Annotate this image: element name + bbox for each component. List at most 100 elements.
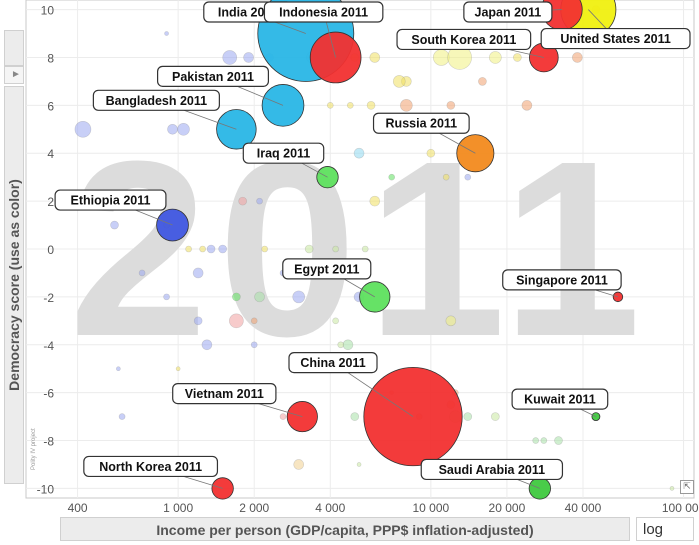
x-tick-label: 2 000 — [239, 501, 269, 515]
background-bubble — [326, 102, 334, 109]
x-ticks: 400 1 000 2 000 4 000 10 000 20 000 40 000 100 … — [68, 501, 699, 515]
background-bubble — [261, 245, 268, 253]
point-label-text: Indonesia 2011 — [279, 6, 368, 20]
background-bubble — [167, 123, 178, 135]
background-bubble — [350, 412, 360, 421]
point-label-box — [282, 258, 372, 280]
point-label-box — [92, 89, 220, 111]
background-bubble — [110, 220, 119, 230]
x-scale-selector[interactable]: log — [636, 517, 694, 541]
background-bubble — [669, 486, 675, 491]
point-label-box — [288, 351, 378, 374]
background-bubble — [521, 100, 533, 111]
background-bubble — [254, 291, 265, 303]
background-bubble — [332, 245, 339, 253]
x-tick-label: 40 000 — [565, 501, 602, 515]
background-bubble — [74, 120, 92, 138]
background-bubble — [342, 339, 354, 351]
x-axis-selector[interactable]: Income per person (GDP/capita, PPP$ infl… — [60, 517, 630, 541]
country-bubble — [286, 401, 318, 433]
point-label-text: Japan 2011 — [475, 6, 542, 20]
background-bubble — [256, 197, 263, 205]
point-label-text: India 2011 — [218, 6, 278, 20]
point-label-box — [511, 388, 609, 410]
background-bubble — [361, 245, 369, 253]
y-tick-label: -4 — [43, 339, 54, 353]
background-bubble — [279, 413, 287, 420]
y-tick-label: 4 — [47, 147, 54, 161]
y-scale-dropdown-arrow[interactable]: ► — [4, 66, 24, 84]
background-bubble — [369, 52, 381, 63]
y-scale-toggle[interactable]: lin — [4, 30, 27, 83]
x-axis-label: Income per person (GDP/capita, PPP$ infl… — [156, 522, 534, 538]
background-bubble — [463, 412, 473, 421]
background-bubble — [442, 173, 450, 181]
background-bubble — [238, 196, 247, 206]
background-bubble — [464, 173, 472, 181]
background-bubble — [346, 102, 354, 109]
point-label-box — [502, 269, 622, 291]
background-bubble — [489, 51, 502, 64]
point-label-box — [157, 65, 270, 87]
background-bubble — [232, 292, 241, 302]
background-bubble — [478, 77, 487, 86]
y-tick-label: -10 — [37, 482, 55, 496]
expand-icon[interactable]: ⇱ — [680, 480, 694, 494]
point-label-text: China 2011 — [300, 356, 365, 370]
point-label-text: Ethiopia 2011 — [71, 194, 151, 208]
point-label-box — [372, 112, 470, 134]
background-bubble — [356, 462, 362, 467]
background-bubble — [532, 437, 540, 444]
y-tick-label: 2 — [47, 195, 54, 209]
point-label-text: Saudi Arabia 2011 — [439, 463, 546, 477]
point-label-box — [242, 142, 325, 164]
background-bubble — [353, 147, 365, 159]
point-label-box — [54, 189, 167, 211]
x-scale-label: log — [643, 521, 664, 538]
y-tick-label: 0 — [47, 243, 54, 257]
y-tick-label: 10 — [41, 4, 55, 18]
background-bubble — [163, 293, 170, 301]
background-bubble — [229, 313, 244, 329]
point-label-text: North Korea 2011 — [99, 460, 202, 474]
x-tick-label: 100 000 — [662, 501, 699, 515]
y-axis-label: Democracy score (use as color) — [6, 179, 22, 391]
point-label-text: United States 2011 — [560, 32, 671, 46]
x-tick-label: 10 000 — [412, 501, 449, 515]
point-label-box — [420, 458, 564, 481]
point-labels: India 2011 Indonesia 2011 Japan 2011 South … — [54, 1, 691, 481]
point-label-text: Pakistan 2011 — [172, 70, 254, 84]
background-bubble — [164, 31, 169, 36]
background-bubble — [222, 50, 238, 65]
x-tick-label: 400 — [68, 501, 88, 515]
background-bubble — [304, 244, 314, 254]
source-text: Polity IV project — [31, 428, 37, 470]
background-bubble — [175, 366, 181, 372]
chevron-right-icon: ► — [11, 69, 21, 80]
background-bubble — [491, 412, 500, 421]
y-tick-label: -8 — [43, 435, 54, 449]
point-label-box — [463, 1, 553, 23]
point-label-box — [396, 28, 532, 51]
point-label-box — [172, 382, 277, 405]
background-bubble — [193, 316, 203, 326]
x-tick-label: 4 000 — [315, 501, 345, 515]
background-bubble — [332, 317, 339, 325]
background-bubble — [243, 52, 254, 63]
background-bubble — [433, 49, 450, 66]
background-bubble — [445, 315, 457, 327]
point-label-text: Egypt 2011 — [294, 262, 359, 276]
background-bubble — [116, 366, 121, 372]
y-axis-selector[interactable] — [4, 86, 24, 484]
background-bubble — [388, 173, 395, 181]
background-bubble — [138, 269, 146, 277]
point-label-text: Vietnam 2011 — [185, 387, 264, 401]
point-label-text: Kuwait 2011 — [524, 393, 596, 407]
point-label-box — [83, 455, 219, 478]
point-label-box — [263, 1, 384, 23]
y-tick-label: -6 — [43, 387, 54, 401]
x-tick-label: 20 000 — [489, 501, 526, 515]
y-tick-label: -2 — [43, 291, 54, 305]
background-bubble — [177, 122, 190, 136]
